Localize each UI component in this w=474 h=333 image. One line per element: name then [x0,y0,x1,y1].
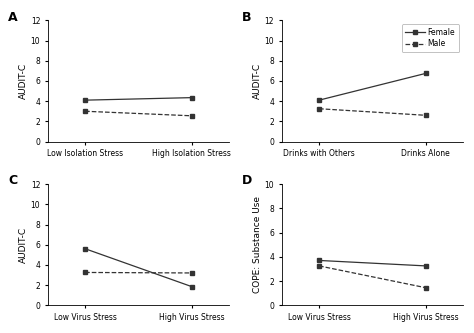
Legend: Female, Male: Female, Male [401,24,459,52]
Text: B: B [242,11,252,24]
Text: D: D [242,174,252,187]
Y-axis label: COPE: Substance Use: COPE: Substance Use [253,196,262,293]
Y-axis label: AUDIT-C: AUDIT-C [19,227,28,263]
Y-axis label: AUDIT-C: AUDIT-C [19,63,28,99]
Y-axis label: AUDIT-C: AUDIT-C [253,63,262,99]
Text: A: A [8,11,18,24]
Text: C: C [8,174,17,187]
